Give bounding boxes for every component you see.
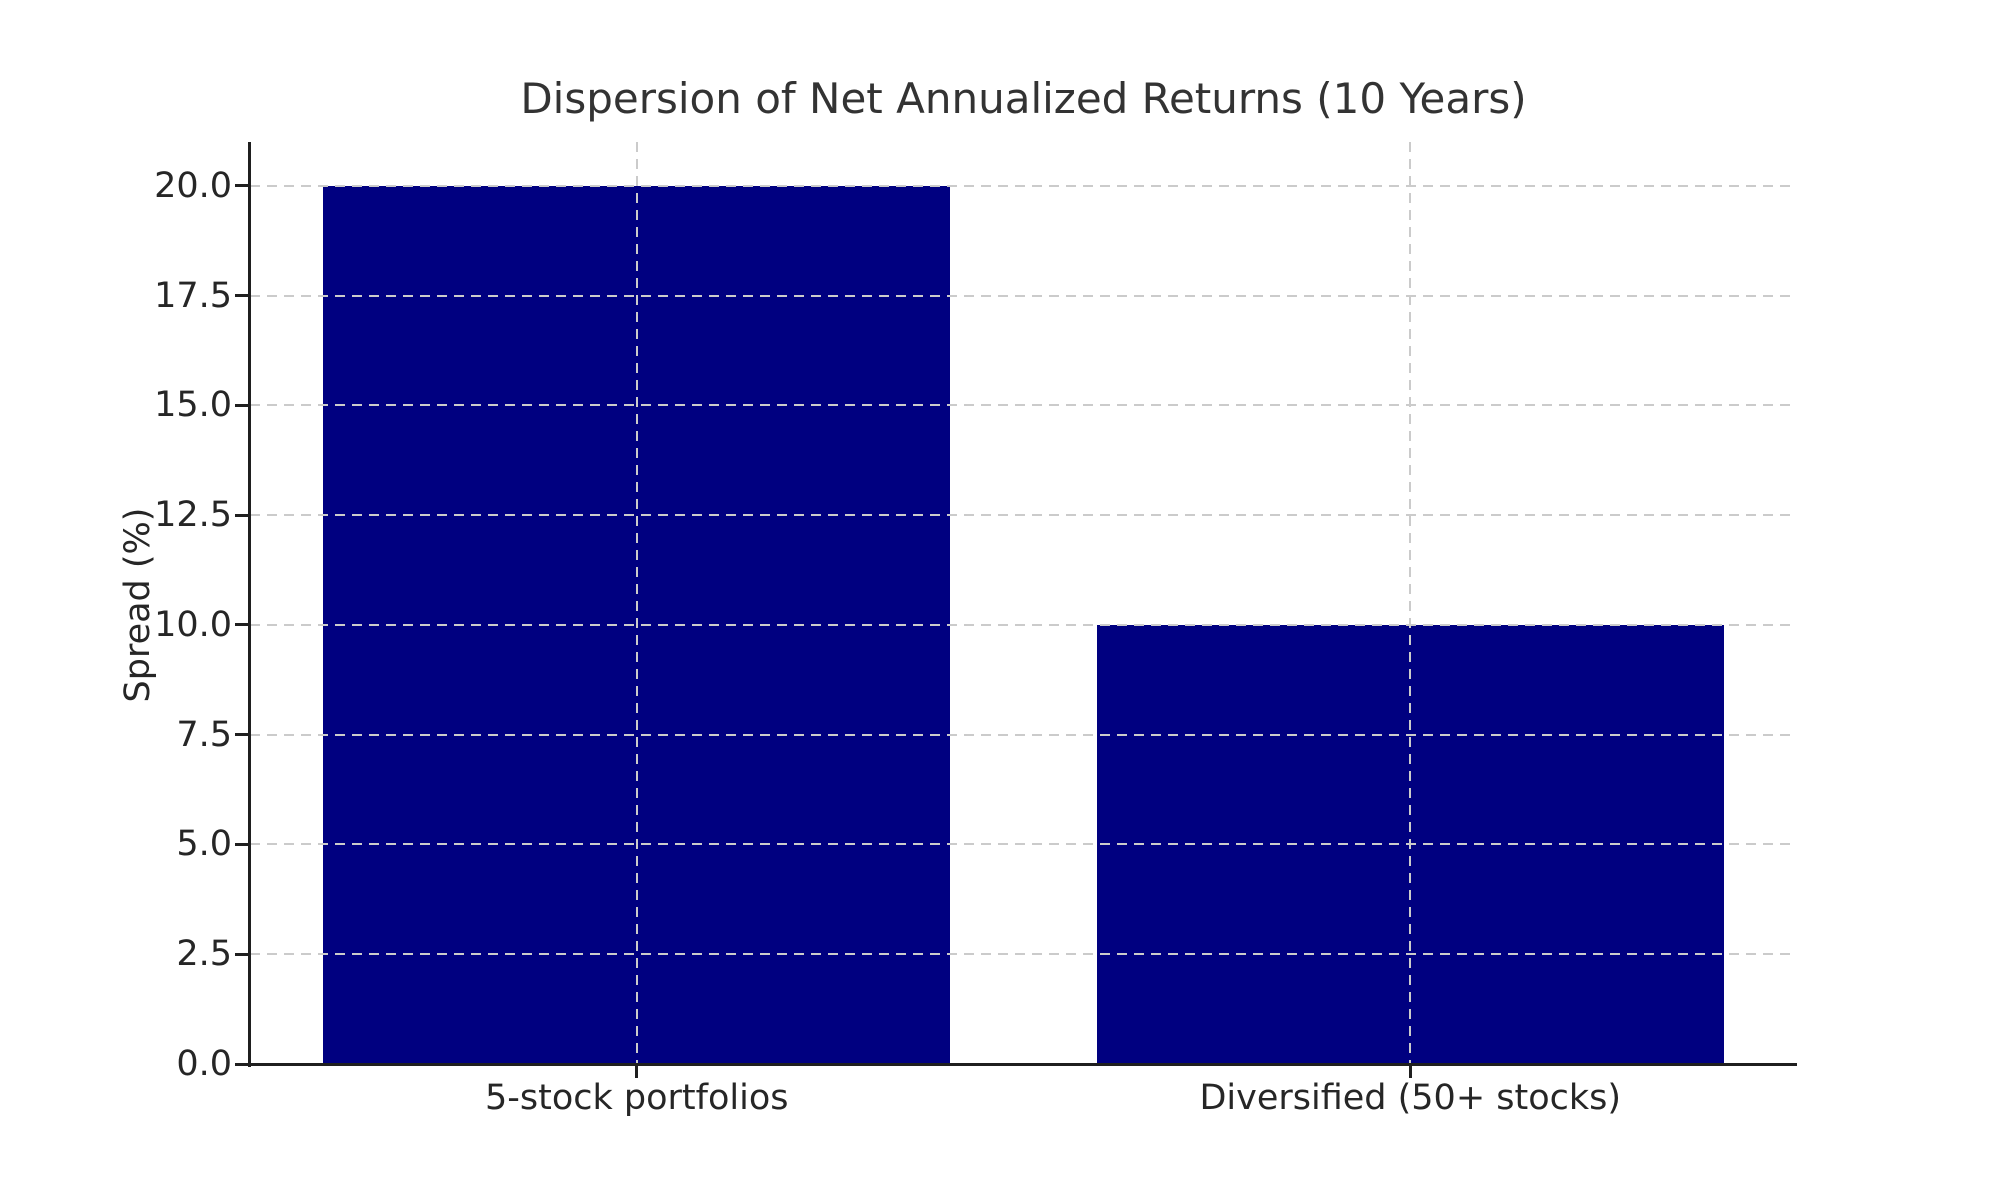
- grid-line-horizontal: [250, 953, 1797, 956]
- grid-line-horizontal: [250, 184, 1797, 187]
- y-tick-label: 5.0: [176, 824, 232, 865]
- grid-line-horizontal: [250, 514, 1797, 517]
- y-tick-mark: [235, 513, 248, 517]
- x-axis: [248, 1063, 1797, 1066]
- y-tick-label: 7.5: [176, 714, 232, 755]
- grid-line-horizontal: [250, 733, 1797, 736]
- y-tick-label: 20.0: [154, 165, 232, 206]
- y-tick-mark: [235, 733, 248, 737]
- y-tick-mark: [235, 294, 248, 298]
- grid-line-vertical: [1409, 142, 1412, 1064]
- y-tick-mark: [235, 952, 248, 956]
- y-tick-mark: [235, 184, 248, 188]
- y-tick-mark: [235, 623, 248, 627]
- x-tick-mark: [635, 1065, 639, 1078]
- grid-line-horizontal: [250, 843, 1797, 846]
- y-tick-mark: [235, 1062, 248, 1066]
- y-tick-label: 12.5: [154, 495, 232, 536]
- y-tick-label: 2.5: [176, 934, 232, 975]
- grid-line-horizontal: [250, 623, 1797, 626]
- y-tick-label: 0.0: [176, 1044, 232, 1084]
- grid-line-horizontal: [250, 294, 1797, 297]
- grid-line-vertical: [635, 142, 638, 1064]
- chart-title: Dispersion of Net Annualized Returns (10…: [520, 74, 1527, 123]
- y-tick-label: 17.5: [154, 275, 232, 316]
- x-tick-label: 5-stock portfolios: [485, 1078, 789, 1118]
- plot-area: [250, 142, 1797, 1065]
- x-tick-mark: [1408, 1065, 1412, 1078]
- y-tick-label: 10.0: [154, 604, 232, 645]
- y-tick-label: 15.0: [154, 385, 232, 426]
- y-axis: [248, 142, 251, 1067]
- y-tick-mark: [235, 842, 248, 846]
- y-tick-mark: [235, 403, 248, 407]
- grid-line-horizontal: [250, 404, 1797, 407]
- x-tick-label: Diversified (50+ stocks): [1199, 1078, 1622, 1118]
